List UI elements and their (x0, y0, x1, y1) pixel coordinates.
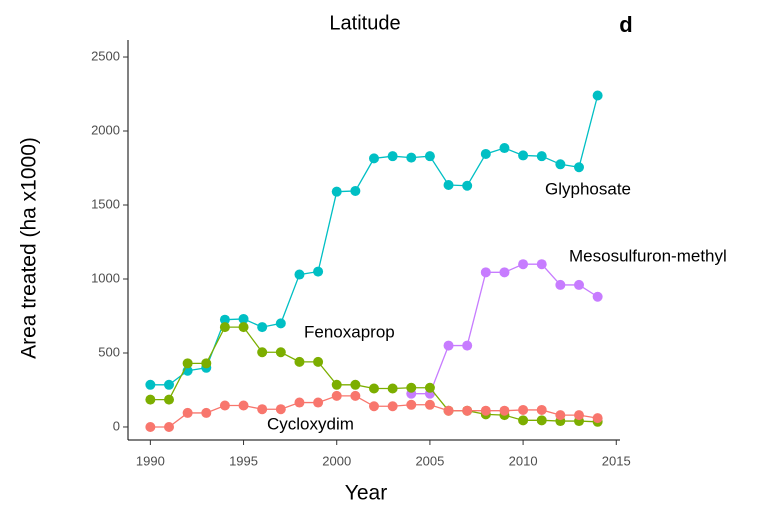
point (443, 180, 454, 191)
point (275, 318, 286, 329)
y-tick-label: 500 (98, 344, 120, 359)
point (145, 421, 156, 432)
point (369, 153, 379, 164)
point (462, 180, 473, 191)
point (555, 279, 566, 290)
panel-label: d (619, 12, 632, 37)
point (592, 291, 603, 302)
point (145, 394, 156, 405)
point (480, 405, 491, 416)
point (313, 397, 324, 408)
point (313, 266, 324, 277)
point (313, 356, 324, 367)
y-tick-label: 2500 (91, 48, 120, 63)
point (369, 401, 379, 412)
point (331, 390, 342, 401)
y-tick-label: 0 (113, 418, 120, 433)
chart-title: Latitude (329, 12, 400, 34)
series-label: Fenoxaprop (304, 322, 395, 341)
point (164, 394, 174, 405)
point (518, 415, 529, 426)
point (219, 400, 230, 411)
point (536, 415, 547, 426)
point (424, 151, 435, 162)
point (238, 400, 249, 411)
point (257, 404, 268, 415)
point (350, 185, 361, 196)
point (201, 358, 212, 369)
point (294, 397, 305, 408)
point (555, 410, 566, 421)
point (518, 404, 529, 415)
point (294, 356, 305, 367)
point (536, 404, 547, 415)
x-tick-label: 1990 (136, 453, 165, 468)
point (462, 340, 473, 351)
point (518, 150, 529, 161)
series-label: Glyphosate (545, 179, 631, 198)
point (406, 382, 417, 393)
point (257, 322, 268, 333)
point (443, 405, 454, 416)
point (275, 347, 286, 358)
point (592, 413, 603, 424)
point (480, 148, 491, 159)
point (350, 390, 361, 401)
point (536, 259, 547, 270)
point (574, 279, 584, 290)
point (499, 267, 510, 278)
series-line (150, 395, 598, 428)
point (406, 399, 417, 410)
point (499, 143, 510, 154)
x-tick-label: 1995 (229, 453, 258, 468)
y-axis-label: Area treated (ha x1000) (18, 137, 41, 359)
point (424, 382, 435, 393)
point (574, 410, 584, 421)
point (555, 159, 566, 170)
point (574, 162, 584, 173)
point (182, 407, 193, 418)
point (201, 407, 212, 418)
point (145, 379, 156, 390)
point (182, 358, 193, 369)
point (219, 314, 230, 325)
point (592, 90, 603, 101)
point (238, 322, 249, 333)
point (331, 379, 342, 390)
y-tick-label: 2000 (91, 122, 120, 137)
x-axis-label: Year (345, 482, 387, 505)
x-tick-label: 2005 (415, 453, 444, 468)
point (443, 340, 454, 351)
point (369, 383, 379, 394)
point (387, 151, 398, 162)
series-label: Mesosulfuron-methyl (569, 246, 727, 265)
point (406, 152, 417, 163)
point (387, 383, 398, 394)
x-tick-label: 2000 (322, 453, 351, 468)
y-tick-label: 1500 (91, 196, 120, 211)
point (219, 322, 230, 333)
point (164, 421, 174, 432)
point (294, 269, 305, 280)
point (350, 379, 361, 390)
series-line (411, 263, 598, 395)
point (331, 186, 342, 197)
point (238, 313, 249, 324)
series-label: Cycloxydim (267, 414, 354, 433)
point (387, 401, 398, 412)
x-tick-label: 2015 (602, 453, 631, 468)
point (462, 405, 473, 416)
x-tick-label: 2010 (509, 453, 538, 468)
point (257, 347, 268, 358)
point (499, 405, 510, 416)
point (424, 399, 435, 410)
y-tick-label: 1000 (91, 270, 120, 285)
point (536, 151, 547, 162)
point (518, 259, 529, 270)
point (480, 267, 491, 278)
point (275, 404, 286, 415)
point (164, 379, 174, 390)
